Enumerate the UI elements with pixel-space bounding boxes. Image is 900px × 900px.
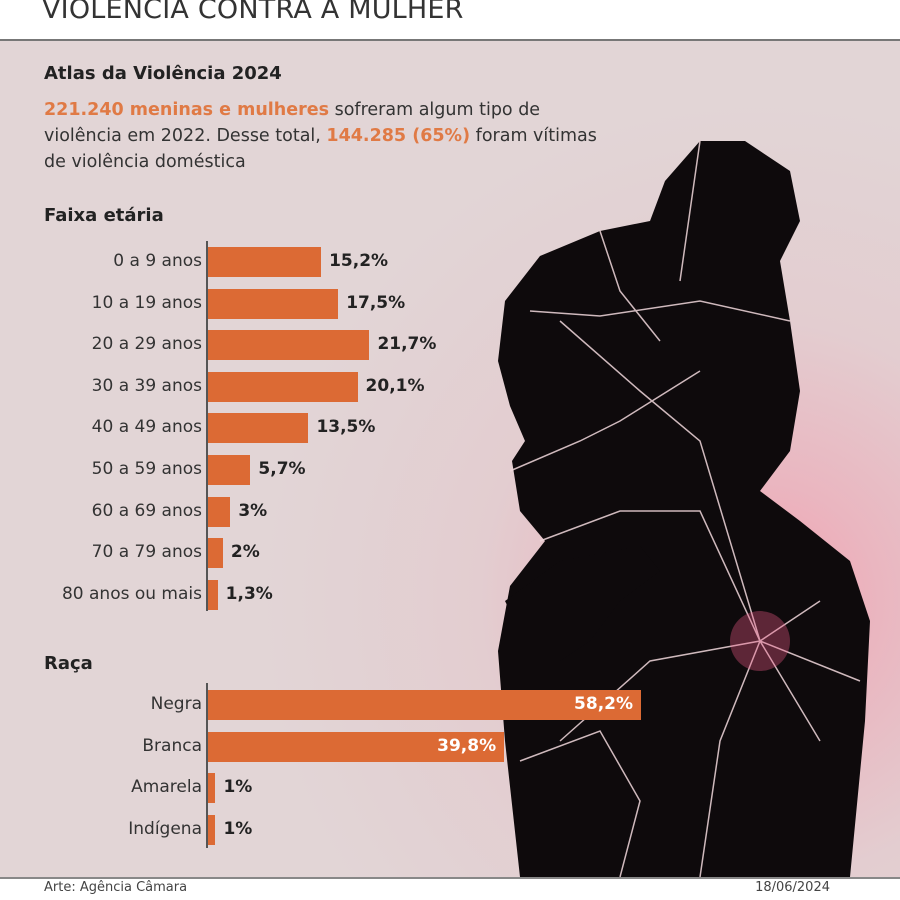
bar [208, 690, 641, 720]
value-label: 15,2% [329, 251, 389, 271]
category-label: 50 a 59 anos [91, 459, 202, 479]
bar [208, 330, 370, 361]
category-label: 30 a 39 anos [91, 375, 202, 396]
intro-highlight-domestic: 144.285 (65%) [326, 126, 471, 146]
category-label: Negra [150, 694, 202, 714]
value-label: 17,5% [346, 292, 406, 313]
bar-row: 60 a 69 anos 3% [0, 496, 900, 527]
bar-row: 70 a 79 anos 2% [0, 538, 900, 569]
race-chart-axis [206, 683, 208, 848]
bar-row: Indígena 1% [0, 814, 900, 845]
value-label: 1,3% [225, 583, 273, 604]
category-label: 20 a 29 anos [91, 334, 202, 355]
category-label: 70 a 79 anos [91, 542, 202, 563]
bar [208, 496, 231, 527]
bar [208, 455, 251, 485]
infographic-panel: Atlas da Violência 2024 221.240 meninas … [0, 39, 900, 879]
page-title: VIOLÊNCIA CONTRA A MULHER [42, 0, 464, 25]
bar-row: Amarela 1% [0, 773, 900, 804]
bar [208, 814, 216, 845]
footer-credit: Arte: Agência Câmara [44, 880, 188, 895]
intro-text: 221.240 meninas e mulheres sofreram algu… [44, 97, 604, 175]
category-label: Indígena [128, 818, 202, 839]
bar-row: 80 anos ou mais 1,3% [0, 579, 900, 610]
bar-row: 30 a 39 anos 20,1% [0, 371, 900, 402]
value-label: 20,1% [365, 375, 425, 396]
value-label: 3% [238, 500, 268, 521]
bar [208, 288, 339, 319]
bar-row: Negra 58,2% [0, 690, 900, 720]
value-label: 21,7% [377, 334, 437, 355]
bar [208, 247, 322, 277]
footer-date: 18/06/2024 [755, 880, 830, 895]
intro-text-1: sofreram algum tipo de violência em 2022… [44, 100, 541, 146]
bar [208, 773, 216, 804]
value-label: 58,2% [574, 694, 634, 714]
intro-highlight-total: 221.240 meninas e mulheres [44, 100, 330, 120]
bar [208, 371, 358, 402]
bar-row: 20 a 29 anos 21,7% [0, 330, 900, 361]
bar-row: 50 a 59 anos 5,7% [0, 455, 900, 485]
value-label: 13,5% [316, 417, 376, 438]
category-label: 40 a 49 anos [91, 417, 202, 438]
race-chart-title: Raça [44, 653, 93, 674]
category-label: Amarela [131, 777, 202, 798]
value-label: 2% [230, 542, 260, 563]
bar-row: 10 a 19 anos 17,5% [0, 288, 900, 319]
bar [208, 413, 309, 444]
intro-text-2: foram vítimas de violência doméstica [44, 126, 597, 172]
header: VIOLÊNCIA CONTRA A MULHER [0, 0, 900, 38]
bar-row: Branca 39,8% [0, 731, 900, 762]
value-label: 1% [223, 777, 253, 798]
category-label: 10 a 19 anos [91, 292, 202, 313]
age-chart-axis [206, 241, 208, 611]
value-label: 1% [223, 818, 253, 839]
subtitle: Atlas da Violência 2024 [44, 63, 282, 84]
category-label: Branca [142, 735, 202, 756]
bar [208, 579, 218, 610]
bar [208, 731, 505, 762]
age-chart-title: Faixa etária [44, 205, 164, 226]
bar-row: 0 a 9 anos 15,2% [0, 247, 900, 277]
bar-row: 40 a 49 anos 13,5% [0, 413, 900, 444]
value-label: 5,7% [258, 459, 306, 479]
category-label: 0 a 9 anos [113, 251, 202, 271]
value-label: 39,8% [437, 735, 497, 756]
bar [208, 538, 223, 569]
category-label: 60 a 69 anos [91, 500, 202, 521]
category-label: 80 anos ou mais [61, 583, 202, 604]
